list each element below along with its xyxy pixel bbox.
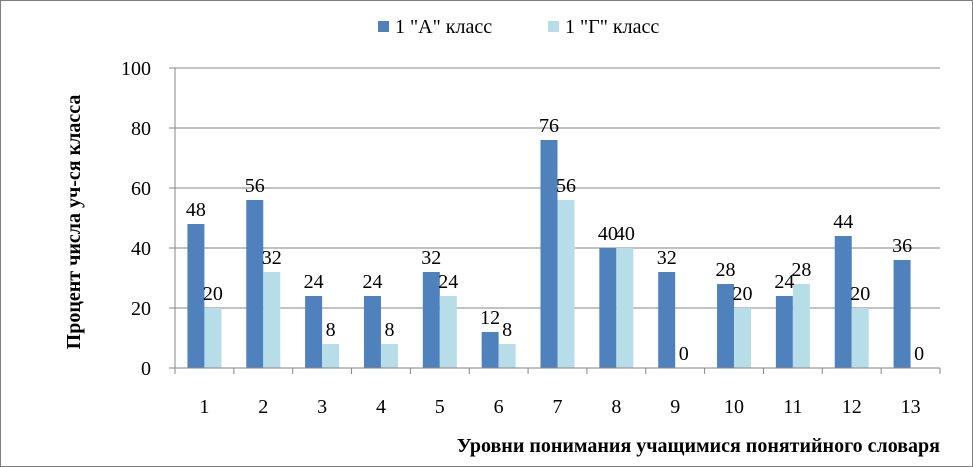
data-label-series-1: 56 bbox=[245, 175, 265, 197]
legend-swatch-series-1 bbox=[378, 21, 389, 32]
bar-series-1 bbox=[893, 260, 911, 368]
x-tick-label: 7 bbox=[553, 396, 563, 418]
x-tick-label: 10 bbox=[724, 396, 744, 418]
data-label-series-1: 32 bbox=[421, 247, 441, 269]
data-label-series-1: 44 bbox=[833, 211, 853, 233]
legend-label-series-2: 1 "Г" класс bbox=[565, 16, 659, 38]
y-tick-label: 20 bbox=[131, 298, 151, 320]
data-label-series-2: 8 bbox=[326, 319, 336, 341]
x-tick-label: 9 bbox=[670, 396, 680, 418]
bar-series-2 bbox=[557, 200, 575, 368]
x-tick-label: 11 bbox=[783, 396, 802, 418]
legend-swatch-series-2 bbox=[548, 21, 559, 32]
bar-series-2 bbox=[322, 344, 340, 368]
data-label-series-2: 0 bbox=[914, 343, 924, 365]
x-tick-label: 1 bbox=[199, 396, 209, 418]
bar-series-2 bbox=[792, 284, 810, 368]
bar-series-1 bbox=[481, 332, 499, 368]
x-tick-label: 12 bbox=[842, 396, 862, 418]
data-label-series-2: 40 bbox=[615, 223, 635, 245]
legend-label-series-1: 1 "А" класс bbox=[395, 16, 492, 38]
bar-series-2 bbox=[204, 308, 222, 368]
bar-series-2 bbox=[263, 272, 281, 368]
bar-series-1 bbox=[540, 140, 558, 368]
x-tick-label: 13 bbox=[901, 396, 921, 418]
bar-series-1 bbox=[775, 296, 793, 368]
legend: 1 "А" класс 1 "Г" класс bbox=[378, 16, 659, 38]
bar-series-1 bbox=[246, 200, 264, 368]
y-tick-label: 100 bbox=[121, 58, 151, 80]
bar-series-2 bbox=[734, 308, 752, 368]
data-label-series-1: 40 bbox=[598, 223, 618, 245]
data-label-series-1: 32 bbox=[657, 247, 677, 269]
data-labels: 4820563224824832241287656404032028202428… bbox=[186, 115, 924, 365]
data-label-series-1: 24 bbox=[362, 271, 382, 293]
data-label-series-1: 24 bbox=[774, 271, 794, 293]
data-label-series-2: 8 bbox=[502, 319, 512, 341]
x-axis-title: Уровни понимания учащимися понятийного с… bbox=[457, 435, 940, 457]
data-label-series-1: 76 bbox=[539, 115, 559, 137]
y-tick-labels: 0 20 40 60 80 100 bbox=[121, 58, 151, 380]
data-label-series-2: 20 bbox=[203, 283, 223, 305]
bar-series-1 bbox=[834, 236, 852, 368]
bar-series-1 bbox=[187, 224, 205, 368]
x-tick-label: 6 bbox=[494, 396, 504, 418]
bars bbox=[187, 140, 911, 368]
bar-series-1 bbox=[658, 272, 676, 368]
y-tick-label: 80 bbox=[131, 118, 151, 140]
data-label-series-2: 28 bbox=[791, 259, 811, 281]
data-label-series-1: 36 bbox=[892, 235, 912, 257]
bar-series-2 bbox=[439, 296, 457, 368]
data-label-series-1: 28 bbox=[716, 259, 736, 281]
data-label-series-2: 24 bbox=[438, 271, 458, 293]
y-tick-label: 40 bbox=[131, 238, 151, 260]
x-tick-label: 4 bbox=[376, 396, 386, 418]
bar-series-1 bbox=[717, 284, 735, 368]
data-label-series-1: 12 bbox=[480, 307, 500, 329]
x-tick-label: 8 bbox=[611, 396, 621, 418]
x-tick-label: 2 bbox=[258, 396, 268, 418]
x-tick-labels: 1 2 3 4 5 6 7 8 9 10 11 12 13 bbox=[199, 396, 920, 418]
bar-series-2 bbox=[616, 248, 634, 368]
axes bbox=[169, 67, 941, 374]
data-label-series-2: 20 bbox=[850, 283, 870, 305]
bar-series-1 bbox=[305, 296, 323, 368]
bar-series-1 bbox=[422, 272, 440, 368]
x-tick-label: 5 bbox=[435, 396, 445, 418]
y-axis-title: Процент числа уч-ся класса bbox=[63, 95, 85, 350]
bar-series-2 bbox=[498, 344, 516, 368]
bar-series-2 bbox=[380, 344, 398, 368]
data-label-series-2: 56 bbox=[556, 175, 576, 197]
x-tick-label: 3 bbox=[317, 396, 327, 418]
data-label-series-2: 0 bbox=[679, 343, 689, 365]
data-label-series-1: 24 bbox=[304, 271, 324, 293]
y-tick-label: 0 bbox=[141, 358, 151, 380]
data-label-series-2: 32 bbox=[262, 247, 282, 269]
bar-series-1 bbox=[599, 248, 617, 368]
bar-series-1 bbox=[363, 296, 381, 368]
data-label-series-1: 48 bbox=[186, 199, 206, 221]
bar-series-2 bbox=[851, 308, 869, 368]
y-tick-label: 60 bbox=[131, 178, 151, 200]
data-label-series-2: 20 bbox=[733, 283, 753, 305]
data-label-series-2: 8 bbox=[384, 319, 394, 341]
